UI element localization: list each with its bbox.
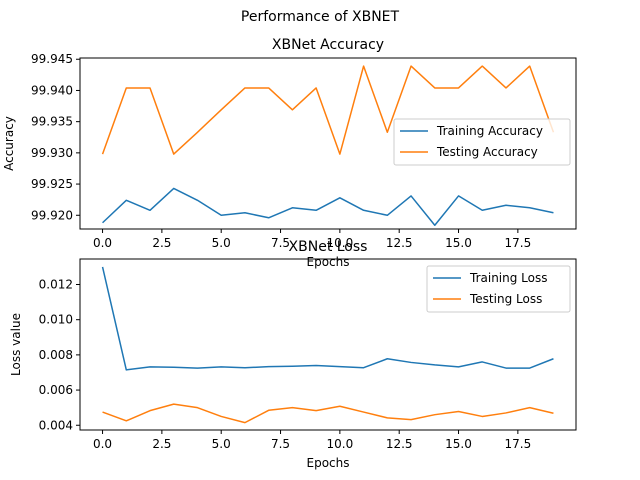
x-tick-label: 10.0 (327, 437, 354, 451)
legend-label: Testing Accuracy (436, 145, 538, 159)
y-tick-label: 0.004 (39, 418, 73, 432)
y-tick-label: 0.010 (39, 313, 73, 327)
x-tick-label: 2.5 (152, 437, 171, 451)
series-line-testing (101, 65, 555, 155)
x-tick-label: 7.5 (271, 236, 290, 250)
y-tick-label: 99.940 (31, 83, 73, 97)
legend-box (426, 265, 571, 313)
x-tick-label: 15.0 (445, 437, 472, 451)
y-tick-label: 0.012 (39, 278, 73, 292)
accuracy-plot: XBNet Accuracy 0.0 2.5 5.0 7.5 10.0 12.5 15.0 17… (2, 37, 577, 269)
x-tick-label: 2.5 (152, 236, 171, 250)
y-tick-label: 0.008 (39, 348, 73, 362)
series-line-training (102, 187, 554, 227)
x-tick-label: 7.5 (271, 437, 290, 451)
x-tick-label: 5.0 (212, 236, 231, 250)
legend-label: Training Accuracy (436, 124, 543, 138)
y-tick-label: 99.935 (31, 115, 73, 129)
figure-title: Performance of XBNET (241, 9, 400, 25)
legend-label: Testing Loss (469, 292, 542, 306)
x-tick-label: 0.0 (93, 236, 112, 250)
y-tick-label: 99.945 (31, 52, 73, 66)
y-tick-label: 99.920 (31, 208, 73, 222)
y-axis-label: Accuracy (2, 116, 16, 171)
plot-frame (79, 57, 577, 230)
plot-title: XBNet Accuracy (272, 37, 384, 53)
series-line-testing (102, 403, 554, 424)
x-tick-label: 15.0 (445, 236, 472, 250)
loss-plot: XBNet Loss 0.0 2.5 5.0 7.5 10.0 12.5 15.0 17.5 0.… (9, 239, 577, 470)
y-axis-label: Loss value (9, 313, 23, 376)
x-tick-label: 12.5 (386, 236, 413, 250)
series-line-training (101, 266, 554, 371)
x-axis-label: Epochs (307, 456, 350, 470)
legend-label: Training Loss (469, 271, 547, 285)
x-tick-label: 0.0 (93, 437, 112, 451)
plot-title: XBNet Loss (289, 239, 368, 255)
x-tick-label: 12.5 (386, 437, 413, 451)
x-tick-label: 5.0 (212, 437, 231, 451)
legend-box (393, 118, 571, 166)
plot-frame (79, 258, 577, 431)
x-tick-label: 17.5 (504, 437, 531, 451)
y-tick-label: 99.930 (31, 146, 73, 160)
y-tick-label: 99.925 (31, 177, 73, 191)
x-axis-label: Epochs (307, 255, 350, 269)
x-tick-label: 10.0 (327, 236, 354, 250)
y-tick-label: 0.006 (39, 383, 73, 397)
x-tick-label: 17.5 (504, 236, 531, 250)
